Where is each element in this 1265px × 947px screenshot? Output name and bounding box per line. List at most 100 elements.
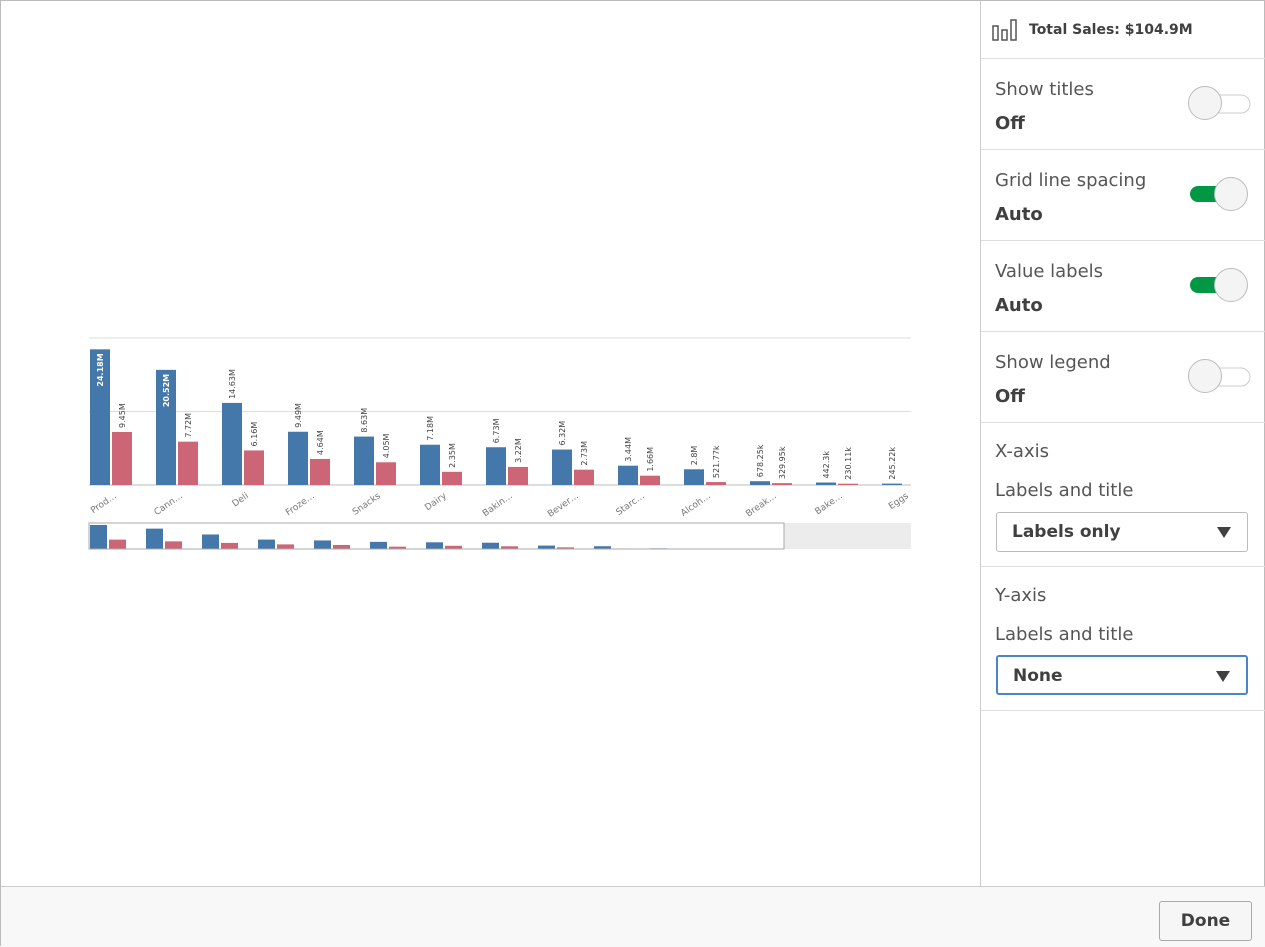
panel-header: Total Sales: $104.9M <box>981 1 1265 59</box>
x-tick-label: Snacks <box>351 491 383 518</box>
x-tick-label: Bake… <box>813 491 844 517</box>
x-tick-label: Starc… <box>615 491 647 518</box>
bar <box>288 432 308 485</box>
navigator-track <box>784 523 911 549</box>
navigator-bar <box>333 545 350 549</box>
x-tick-label: Bever… <box>546 491 581 519</box>
field-label: Labels and title <box>995 624 1133 645</box>
value-label: 442.3k <box>822 451 831 479</box>
bar <box>222 403 242 485</box>
x-tick-label: Break… <box>744 491 778 519</box>
value-label: 24.18M <box>96 353 105 386</box>
done-button[interactable]: Done <box>1159 901 1252 941</box>
toggle-label: Show legend <box>995 352 1111 373</box>
x-axis-section: X-axis Labels and title Labels only <box>981 423 1265 567</box>
toggle-switch[interactable] <box>1186 267 1256 307</box>
dropdown-arrow <box>1216 671 1230 683</box>
dropdown-value: None <box>1013 666 1063 686</box>
bar <box>310 459 330 485</box>
bar <box>442 472 462 485</box>
bar <box>244 450 264 485</box>
bar <box>882 484 902 485</box>
value-label: 6.32M <box>558 421 567 446</box>
bar <box>486 447 506 485</box>
bar <box>706 482 726 485</box>
bar <box>420 445 440 485</box>
value-label: 2.73M <box>580 441 589 466</box>
value-label: 7.18M <box>426 416 435 441</box>
toggle-label: Value labels <box>995 261 1103 282</box>
toggle-switch[interactable] <box>1186 176 1256 216</box>
value-label: 6.16M <box>250 422 259 447</box>
bar <box>574 470 594 485</box>
navigator-bar <box>277 544 294 549</box>
toggle-value: Auto <box>995 295 1043 316</box>
x-tick-label: Froze… <box>284 491 317 518</box>
navigator-bar <box>538 546 555 549</box>
value-label: 4.05M <box>382 433 391 458</box>
chart-icon <box>991 18 1019 42</box>
panel-title: Total Sales: $104.9M <box>1029 22 1193 38</box>
value-label: 2.8M <box>690 446 699 466</box>
value-label: 521.77k <box>712 445 721 478</box>
footer: Done <box>1 886 1265 947</box>
dropdown[interactable]: Labels only <box>996 512 1248 552</box>
value-label: 9.49M <box>294 403 303 428</box>
toggle-value: Off <box>995 113 1025 134</box>
toggle-switch[interactable] <box>1186 85 1256 125</box>
value-label: 3.22M <box>514 438 523 463</box>
bar <box>552 450 572 485</box>
chart: 24.18M9.45MProd…20.52M7.72MCann…14.63M6.… <box>1 1 980 886</box>
value-label: 230.11k <box>844 447 853 480</box>
bar <box>112 432 132 485</box>
x-tick-label: Eggs <box>887 491 911 512</box>
value-label: 678.25k <box>756 444 765 477</box>
x-tick-label: Bakin… <box>481 491 515 519</box>
bar <box>508 467 528 485</box>
toggle-switch[interactable] <box>1186 358 1256 398</box>
field-label: Labels and title <box>995 480 1133 501</box>
value-label: 1.66M <box>646 447 655 472</box>
navigator-bar <box>202 534 219 549</box>
toggle-row: Grid line spacing Auto <box>981 150 1265 241</box>
navigator-bar <box>482 543 499 549</box>
navigator-bar <box>146 529 163 549</box>
bar <box>640 476 660 485</box>
value-label: 8.63M <box>360 408 369 433</box>
toggle-label: Grid line spacing <box>995 170 1146 191</box>
value-label: 2.35M <box>448 443 457 468</box>
navigator-bar <box>109 540 126 549</box>
navigator-bar <box>370 542 387 549</box>
bar <box>618 466 638 485</box>
dropdown[interactable]: None <box>996 655 1248 695</box>
value-label: 7.72M <box>184 413 193 438</box>
navigator-bar <box>165 541 182 549</box>
x-tick-label: Prod… <box>89 491 118 516</box>
toggle-row: Value labels Auto <box>981 241 1265 332</box>
bar <box>816 483 836 485</box>
value-label: 3.44M <box>624 437 633 462</box>
bar <box>750 481 770 485</box>
x-tick-label: Dairy <box>423 491 449 513</box>
toggle-value: Auto <box>995 204 1043 225</box>
value-label: 14.63M <box>228 369 237 399</box>
dropdown-arrow <box>1217 527 1231 539</box>
navigator-bar <box>314 540 331 549</box>
value-label: 4.64M <box>316 430 325 455</box>
section-title: Y-axis <box>995 585 1046 606</box>
dropdown-value: Labels only <box>1012 522 1121 542</box>
navigator-bar <box>258 540 275 549</box>
bar <box>376 462 396 485</box>
navigator-bar <box>90 525 107 549</box>
section-title: X-axis <box>995 441 1049 462</box>
bar <box>684 469 704 485</box>
bar <box>178 442 198 485</box>
y-axis-section: Y-axis Labels and title None <box>981 567 1265 711</box>
x-tick-label: Cann… <box>153 491 185 518</box>
bar <box>838 484 858 485</box>
value-label: 6.73M <box>492 418 501 443</box>
